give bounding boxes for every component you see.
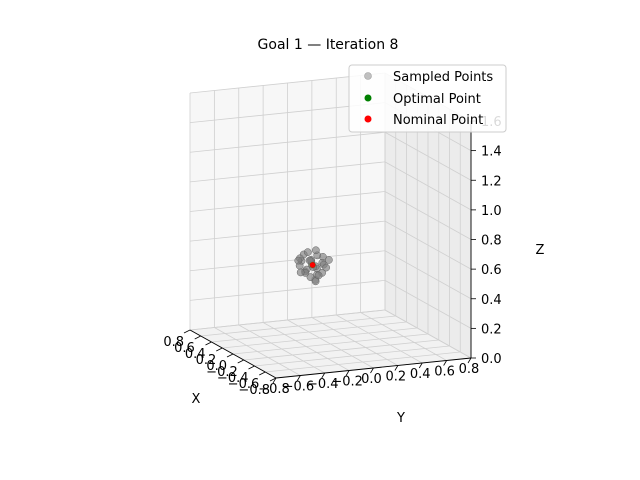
legend-label-nominal: Nominal Point [393, 113, 483, 128]
y-tick-label: 0.2 [386, 370, 407, 385]
sampled-point [297, 269, 304, 276]
sampled-point [325, 256, 332, 263]
z-tick-label: 1.4 [481, 145, 502, 160]
x-axis-label: X [192, 392, 201, 407]
legend-marker-optimal [365, 95, 372, 102]
z-tick-label: 0.8 [481, 234, 502, 249]
z-tick-label: 0.6 [481, 263, 502, 278]
z-axis-label: Z [536, 243, 545, 258]
x-tick-mark [227, 354, 233, 357]
x-tick-mark [249, 366, 255, 369]
y-tick-label: −0.2 [331, 375, 363, 390]
y-tick-label: 0.8 [459, 362, 480, 377]
x-tick-mark [259, 372, 265, 375]
chart-title: Goal 1 — Iteration 8 [258, 37, 399, 53]
x-tick-mark [216, 348, 222, 351]
z-tick-label: 0.2 [481, 322, 502, 337]
x-tick-mark [195, 336, 201, 339]
y-tick-label: 0.0 [361, 372, 382, 387]
z-tick-label: 1.0 [481, 204, 502, 219]
x-tick-label: 0.8 [163, 335, 184, 350]
sampled-point [295, 257, 302, 264]
sampled-point [323, 264, 330, 271]
sampled-point [312, 247, 319, 254]
legend-marker-nominal [365, 116, 372, 123]
legend-label-optimal: Optimal Point [393, 92, 481, 107]
z-tick-label: 0.0 [481, 352, 502, 367]
y-tick-label: 0.6 [434, 365, 455, 380]
legend-marker-sampled [365, 73, 372, 80]
sampled-point [304, 249, 311, 256]
nominal-point [310, 262, 316, 268]
legend: Sampled Points Optimal Point Nominal Poi… [349, 65, 506, 132]
y-axis-label: Y [396, 411, 405, 426]
legend-label-sampled: Sampled Points [393, 70, 493, 85]
y-tick-label: 0.4 [410, 367, 431, 382]
x-tick-mark [184, 330, 190, 333]
x-tick-mark [206, 342, 212, 345]
z-tick-label: 1.2 [481, 174, 502, 189]
sampled-point [315, 272, 322, 279]
x-tick-mark [238, 360, 244, 363]
z-tick-label: 0.4 [481, 293, 502, 308]
